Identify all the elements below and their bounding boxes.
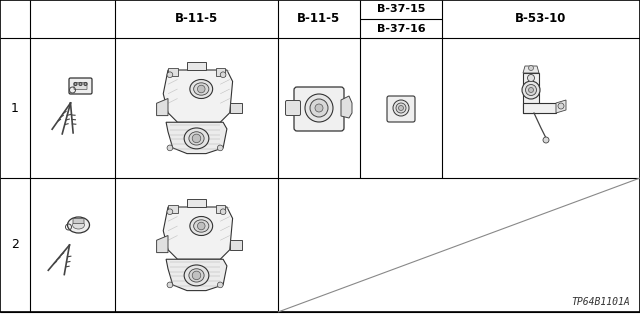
Circle shape: [529, 66, 534, 70]
Circle shape: [167, 72, 173, 77]
Ellipse shape: [189, 132, 204, 145]
Text: 2: 2: [11, 238, 19, 252]
Text: B-37-16: B-37-16: [377, 23, 426, 34]
Polygon shape: [230, 103, 242, 113]
Circle shape: [315, 104, 323, 112]
Circle shape: [79, 83, 82, 85]
Bar: [216, 205, 225, 213]
Circle shape: [558, 103, 564, 109]
Polygon shape: [166, 122, 227, 154]
Circle shape: [74, 83, 77, 85]
Ellipse shape: [194, 83, 209, 95]
Ellipse shape: [72, 221, 84, 229]
Polygon shape: [556, 100, 566, 113]
Text: TP64B1101A: TP64B1101A: [572, 297, 630, 307]
Circle shape: [192, 271, 201, 280]
Ellipse shape: [189, 269, 204, 282]
Circle shape: [192, 134, 201, 143]
Ellipse shape: [184, 128, 209, 149]
Circle shape: [305, 94, 333, 122]
Ellipse shape: [190, 217, 212, 236]
Circle shape: [396, 103, 406, 113]
Circle shape: [522, 81, 540, 99]
Circle shape: [525, 84, 536, 95]
FancyBboxPatch shape: [285, 100, 301, 116]
Ellipse shape: [194, 220, 209, 232]
Polygon shape: [166, 259, 227, 291]
Text: 1: 1: [11, 101, 19, 115]
Polygon shape: [523, 73, 539, 113]
Polygon shape: [157, 236, 168, 252]
Polygon shape: [187, 62, 206, 70]
Text: B-37-15: B-37-15: [377, 4, 425, 14]
Circle shape: [84, 83, 87, 85]
Bar: [168, 205, 177, 213]
Polygon shape: [523, 103, 556, 113]
Circle shape: [218, 282, 223, 288]
Text: B-53-10: B-53-10: [515, 12, 566, 26]
Polygon shape: [230, 240, 242, 250]
FancyBboxPatch shape: [73, 219, 84, 223]
Circle shape: [527, 75, 534, 82]
Bar: [216, 68, 225, 76]
Circle shape: [167, 282, 173, 288]
FancyBboxPatch shape: [74, 83, 87, 90]
Circle shape: [167, 209, 173, 215]
Circle shape: [399, 106, 403, 110]
Polygon shape: [341, 96, 352, 118]
Ellipse shape: [67, 217, 90, 233]
Text: B-11-5: B-11-5: [298, 12, 340, 26]
FancyBboxPatch shape: [69, 78, 92, 94]
Ellipse shape: [184, 265, 209, 286]
Circle shape: [529, 87, 534, 92]
Circle shape: [310, 99, 328, 117]
Polygon shape: [157, 99, 168, 116]
Circle shape: [198, 85, 205, 93]
Polygon shape: [163, 207, 232, 259]
Polygon shape: [163, 70, 232, 122]
Circle shape: [167, 145, 173, 151]
Circle shape: [198, 222, 205, 230]
Polygon shape: [523, 66, 539, 73]
Bar: [168, 68, 177, 76]
Ellipse shape: [190, 79, 212, 99]
Text: B-11-5: B-11-5: [175, 12, 218, 26]
Circle shape: [220, 72, 226, 77]
Circle shape: [393, 100, 409, 116]
FancyBboxPatch shape: [294, 87, 344, 131]
Polygon shape: [187, 199, 206, 207]
FancyBboxPatch shape: [387, 96, 415, 122]
Circle shape: [220, 209, 226, 215]
Circle shape: [543, 137, 549, 143]
Circle shape: [218, 145, 223, 151]
